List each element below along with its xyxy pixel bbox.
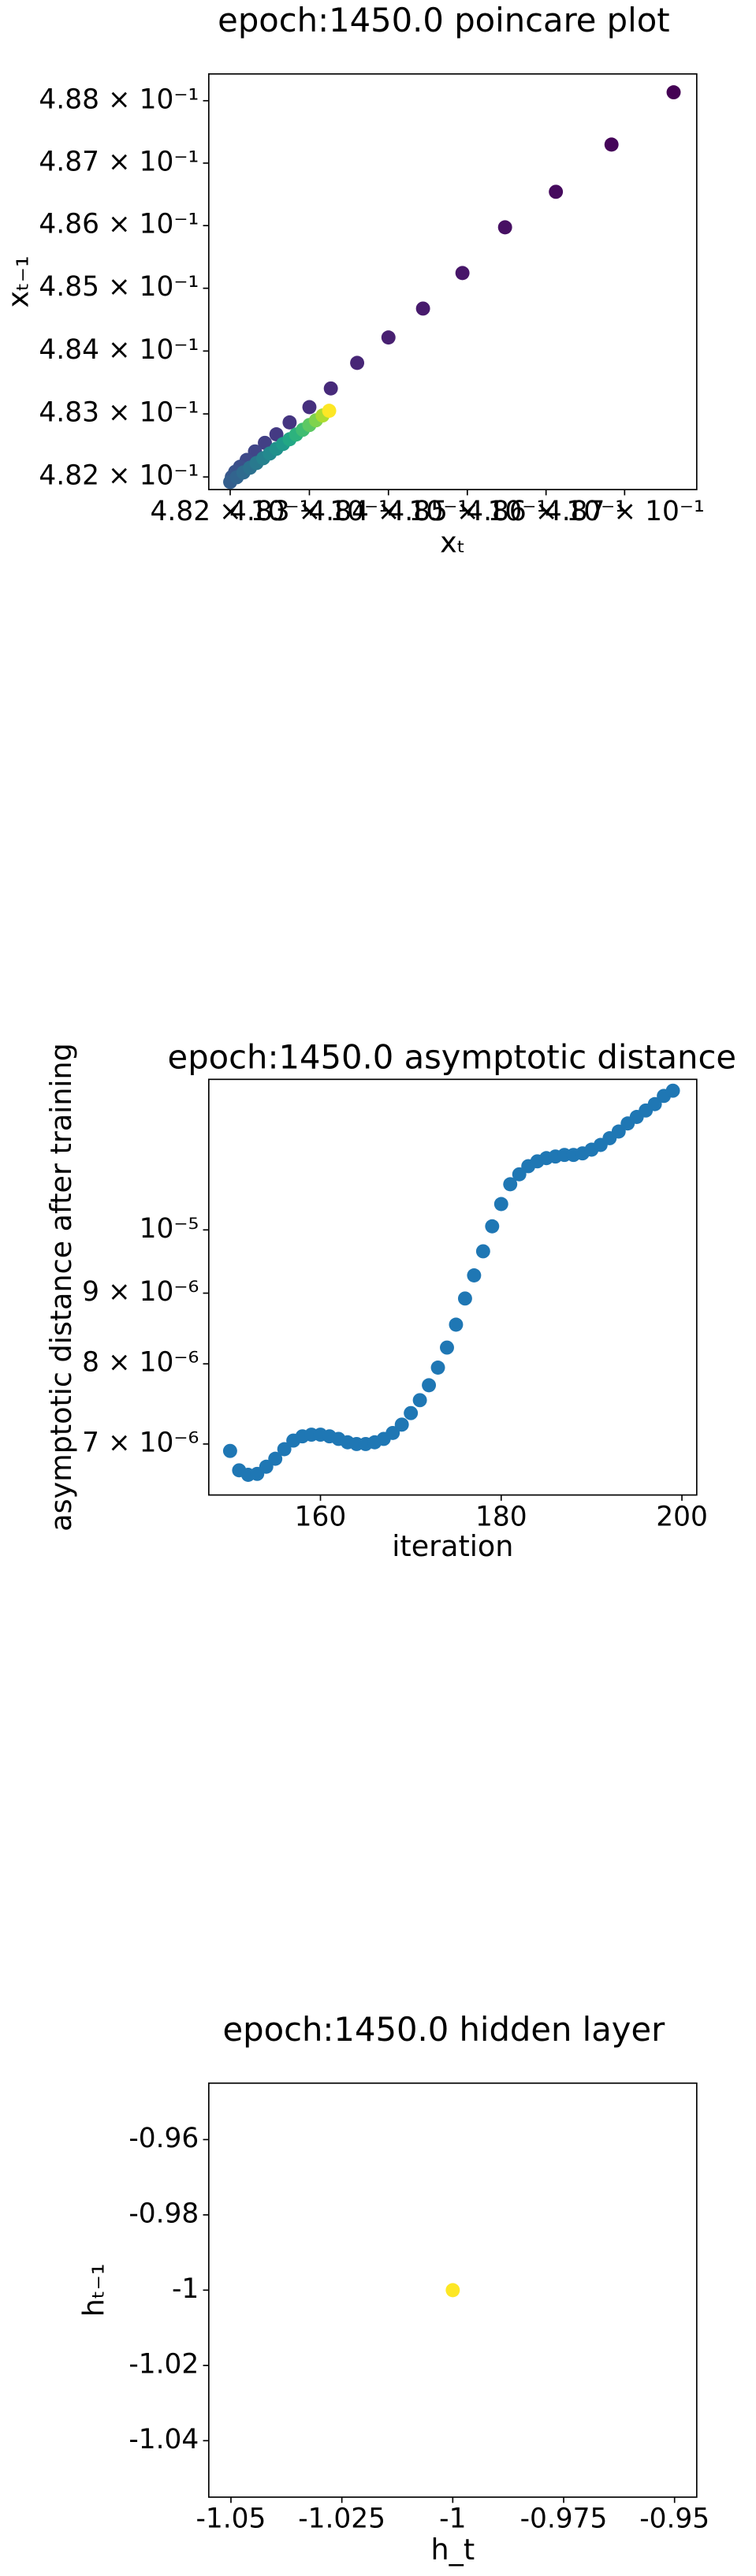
y-axis-label: asymptotic distance after training [44,1043,78,1532]
scatter-point [415,301,430,316]
chart-title: epoch:1450.0 hidden layer [222,2010,665,2049]
scatter-point [512,1167,527,1182]
x-tick-label: 180 [475,1501,527,1532]
scatter-point [467,1268,482,1282]
scatter-point [611,1124,626,1139]
x-axis-label: h_t [431,2533,475,2567]
scatter-point [430,1361,445,1375]
scatter-point [503,1177,518,1192]
x-tick-label: 4.86 × 10⁻¹ [466,496,626,527]
scatter-point [647,1096,662,1111]
scatter-point [549,184,564,199]
scatter-point [222,1443,237,1458]
scatter-point [455,266,470,281]
y-tick-label: 4.85 × 10⁻¹ [39,271,199,303]
scatter-point [394,1417,409,1432]
y-tick-label: -0.98 [128,2198,199,2229]
x-tick-label: 4.83 × 10⁻¹ [229,496,389,527]
y-tick-label: -1.02 [128,2348,199,2380]
scatter-point [277,1442,292,1457]
y-tick-label: -1 [172,2273,199,2305]
x-tick-label: -1.025 [298,2503,385,2535]
scatter-point [475,1244,490,1259]
scatter-point [485,1219,500,1234]
y-tick-label: -0.96 [128,2123,199,2154]
x-tick-label: -0.95 [639,2503,709,2535]
x-axis-label: iteration [392,1529,513,1563]
y-tick-label: 4.83 × 10⁻¹ [39,397,199,429]
y-axis-label: hₜ₋₁ [77,2263,111,2317]
scatter-point [282,415,297,430]
chart-title: epoch:1450.0 asymptotic distance [168,1037,736,1076]
scatter-point [381,330,396,345]
x-tick-label: -1 [439,2503,466,2535]
y-tick-label: 4.86 × 10⁻¹ [39,209,199,240]
scatter-point [412,1393,427,1408]
x-tick-label: 4.82 × 10⁻¹ [151,496,311,527]
scatter-point [268,1451,283,1466]
scatter-point [422,1378,437,1393]
y-tick-label: 4.82 × 10⁻¹ [39,460,199,492]
y-tick-label: 9 × 10⁻⁶ [82,1276,199,1308]
scatter-point [404,1405,419,1420]
scatter-point [457,1291,472,1306]
x-tick-label: 4.87 × 10⁻¹ [545,496,705,527]
y-tick-label: 8 × 10⁻⁶ [82,1347,199,1379]
x-tick-label: -1.05 [196,2503,266,2535]
x-tick-label: 200 [656,1501,708,1532]
scatter-point [350,356,365,370]
x-axis-label: xₜ [440,525,465,559]
y-tick-label: 4.88 × 10⁻¹ [39,84,199,115]
y-tick-label: 10⁻⁵ [140,1213,199,1245]
plot-frame [207,73,698,490]
scatter-point [445,2283,460,2298]
scatter-point [604,137,619,152]
scatter-point [665,1083,680,1098]
x-tick-label: -0.975 [520,2503,608,2535]
scatter-point [440,1340,454,1355]
y-axis-label: xₜ₋₁ [2,255,35,307]
chart-title: epoch:1450.0 poincare plot [218,1,669,39]
scatter-point [258,435,272,450]
x-tick-label: 4.85 × 10⁻¹ [387,496,547,527]
scatter-point [385,1425,400,1440]
scatter-point [666,85,681,100]
scatter-point [493,1197,508,1212]
scatter-point [449,1317,464,1332]
scatter-point [259,1459,274,1474]
y-tick-label: -1.04 [128,2424,199,2455]
y-tick-label: 7 × 10⁻⁶ [82,1427,199,1458]
scatter-point [323,381,338,396]
y-tick-label: 4.87 × 10⁻¹ [39,146,199,177]
scatter-point [302,400,317,415]
plot-frame [207,1078,698,1496]
y-tick-label: 4.84 × 10⁻¹ [39,334,199,366]
scatter-point [497,220,512,235]
x-tick-label: 160 [295,1501,347,1532]
scatter-point [322,404,337,419]
x-tick-label: 4.84 × 10⁻¹ [308,496,468,527]
